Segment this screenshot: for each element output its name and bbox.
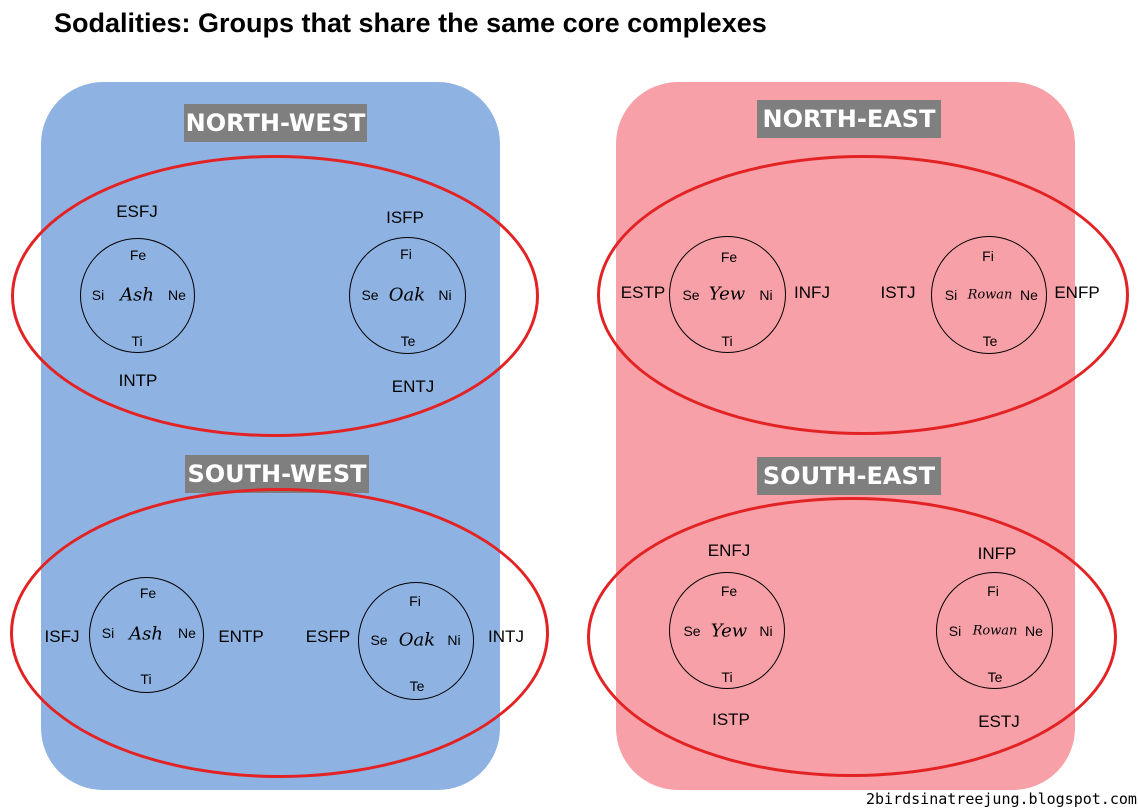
archetype-ash: Ash: [120, 284, 154, 306]
yew-complex-circle: [669, 236, 786, 353]
function-top: Fi: [400, 246, 412, 262]
function-right: Ne: [1025, 623, 1043, 639]
type-label: ENTJ: [391, 377, 435, 396]
function-right: Ne: [1020, 287, 1038, 303]
function-top: Fe: [720, 583, 738, 599]
function-top: Fe: [720, 249, 738, 265]
type-label: INTP: [118, 371, 158, 390]
function-bottom: Ti: [721, 333, 733, 349]
archetype-yew: Yew: [708, 283, 746, 305]
function-right: Ni: [447, 632, 461, 648]
function-bottom: Ti: [131, 333, 143, 349]
function-right: Ni: [759, 287, 773, 303]
type-label: ENTP: [218, 627, 264, 646]
archetype-yew: Yew: [710, 620, 748, 642]
type-label: ESTJ: [978, 712, 1020, 731]
type-label: ESFP: [305, 627, 351, 646]
function-bottom: Ti: [721, 669, 733, 685]
type-label: ENFJ: [707, 541, 751, 560]
type-label: ISFJ: [44, 627, 80, 646]
archetype-rowan: Rowan: [972, 623, 1018, 639]
oak-complex-circle: [358, 582, 474, 700]
north-east-ellipse: [597, 155, 1129, 435]
archetype-oak: Oak: [388, 284, 426, 306]
function-top: Fe: [139, 585, 157, 601]
archetype-oak: Oak: [398, 629, 436, 651]
north-west-label: NORTH-WEST: [184, 104, 367, 142]
function-right: Ni: [438, 287, 452, 303]
ash-complex-circle: [89, 577, 204, 693]
function-left: Se: [683, 623, 701, 639]
type-label: ISTP: [712, 710, 750, 729]
archetype-ash: Ash: [129, 623, 163, 645]
type-label: ENFP: [1054, 283, 1100, 302]
function-top: Fi: [987, 583, 999, 599]
archetype-rowan: Rowan: [967, 287, 1013, 303]
function-bottom: Te: [982, 333, 998, 349]
ash-complex-circle: [80, 238, 195, 353]
type-label: ESFJ: [116, 202, 158, 221]
function-bottom: Te: [987, 669, 1003, 685]
type-label: ISTJ: [880, 283, 916, 302]
type-label: ESTP: [620, 283, 666, 302]
function-left: Si: [948, 623, 962, 639]
function-right: Ne: [168, 287, 186, 303]
function-bottom: Te: [409, 678, 425, 694]
south-west-ellipse: [10, 488, 549, 778]
function-bottom: Te: [400, 333, 416, 349]
north-east-label: NORTH-EAST: [757, 100, 941, 138]
function-left: Se: [682, 287, 700, 303]
yew-complex-circle: [669, 572, 785, 689]
function-left: Si: [101, 625, 115, 641]
function-left: Se: [370, 632, 388, 648]
function-right: Ne: [178, 625, 196, 641]
type-label: INFP: [977, 544, 1017, 563]
function-top: Fe: [129, 247, 147, 263]
type-label: INFJ: [794, 283, 830, 302]
north-west-ellipse: [11, 155, 539, 437]
type-label: ISFP: [386, 208, 424, 227]
south-east-ellipse: [587, 497, 1117, 777]
function-top: Fi: [982, 248, 994, 264]
rowan-complex-circle: [936, 572, 1053, 689]
south-west-label: SOUTH-WEST: [185, 455, 369, 493]
function-right: Ni: [759, 623, 773, 639]
south-east-label: SOUTH-EAST: [757, 457, 941, 495]
page-title: Sodalities: Groups that share the same c…: [54, 8, 767, 38]
function-bottom: Ti: [140, 671, 152, 687]
oak-complex-circle: [349, 237, 466, 354]
blog-credit: 2birdsinatreejung.blogspot.com: [866, 790, 1137, 808]
function-top: Fi: [409, 593, 421, 609]
rowan-complex-circle: [931, 236, 1047, 354]
function-left: Si: [91, 287, 105, 303]
function-left: Se: [361, 287, 379, 303]
function-left: Si: [944, 287, 958, 303]
type-label: INTJ: [488, 627, 524, 646]
